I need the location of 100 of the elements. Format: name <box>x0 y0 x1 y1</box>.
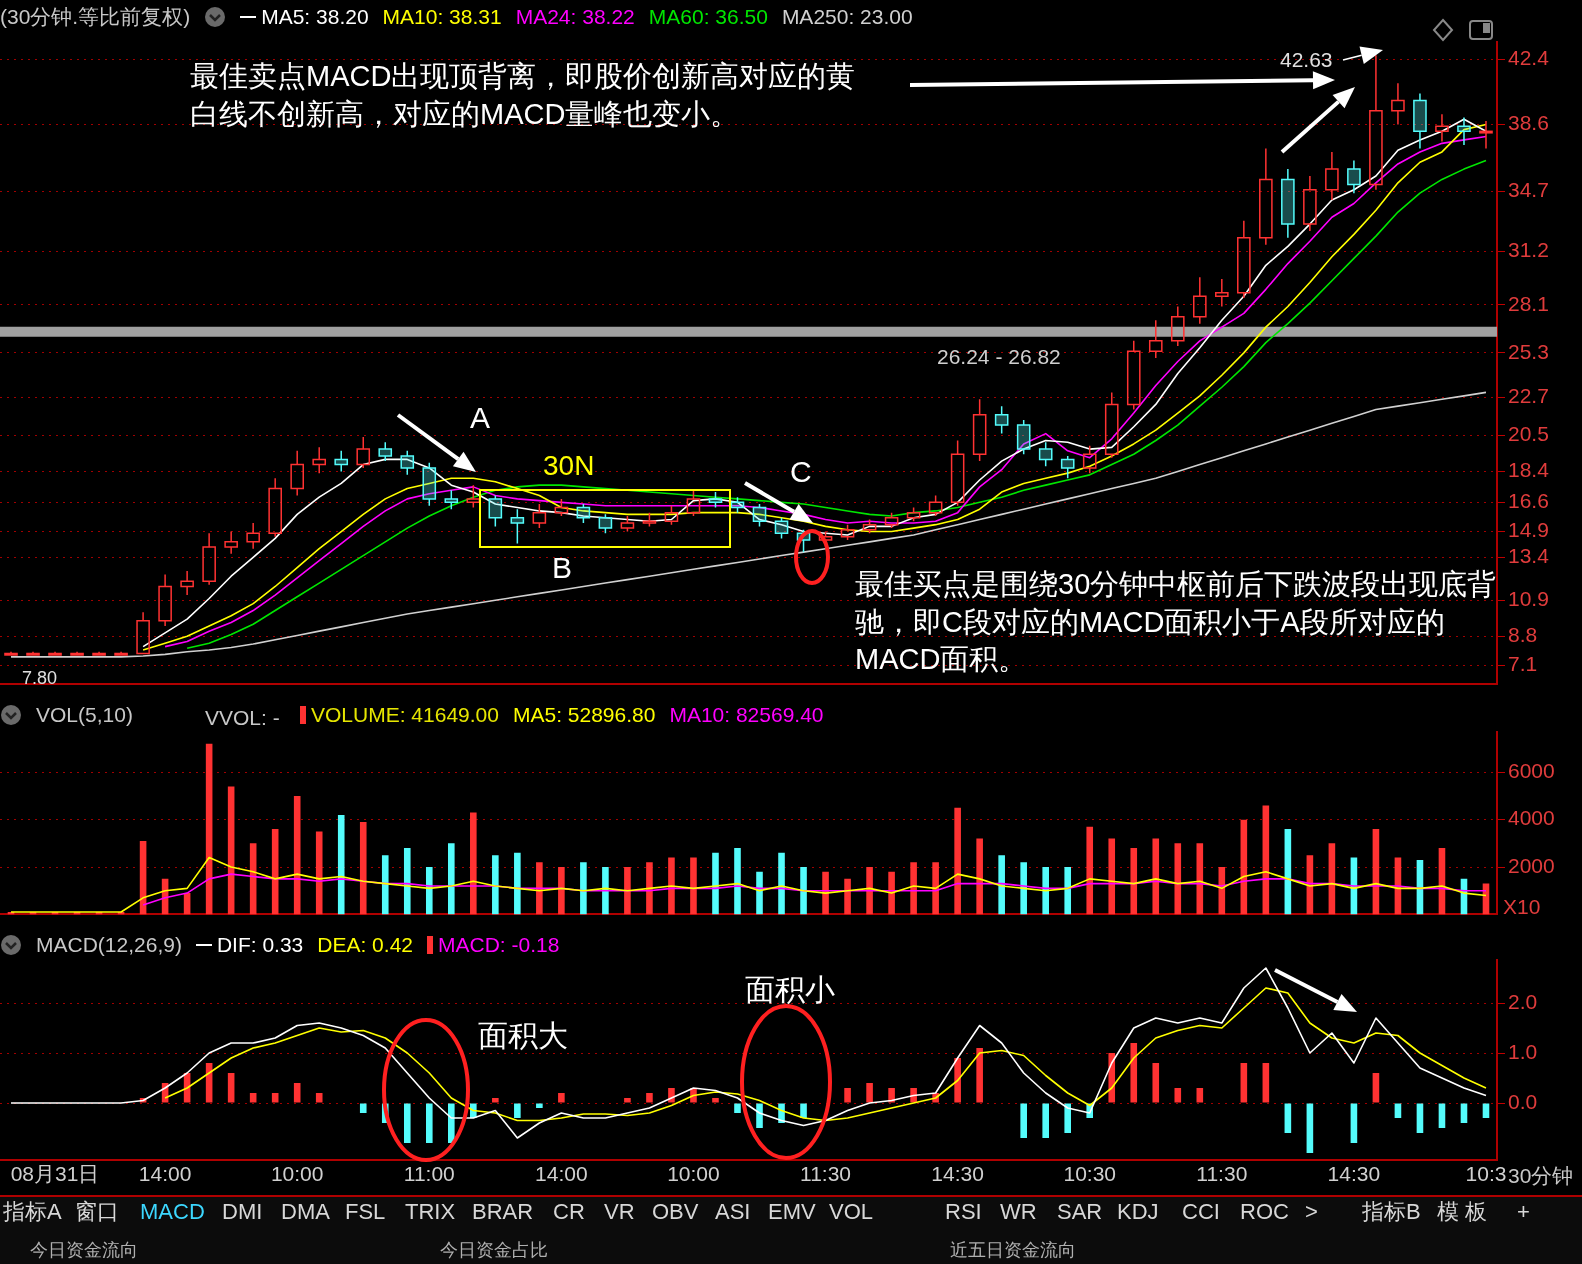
bar <box>448 843 455 915</box>
text: TRIX <box>405 1198 456 1226</box>
text: MACD <box>140 1198 205 1226</box>
bar <box>1350 1103 1358 1143</box>
x-tick-label: 11:30 <box>800 1162 852 1186</box>
bar <box>271 1093 279 1103</box>
bar <box>602 867 609 915</box>
candlestick <box>356 436 371 469</box>
candlestick <box>1170 305 1185 347</box>
text: MA60: 36.50 <box>648 5 768 29</box>
bar <box>1196 843 1204 915</box>
text: + <box>1517 1198 1530 1226</box>
bar <box>381 855 389 915</box>
bar <box>492 1098 499 1103</box>
y-tick-label: 10.9 <box>1508 587 1549 611</box>
bar <box>315 831 323 915</box>
bar <box>425 1103 433 1143</box>
bar <box>800 1103 807 1118</box>
bar <box>558 867 565 915</box>
candlestick <box>1193 276 1207 325</box>
bar <box>844 878 851 915</box>
candlestick <box>1303 175 1317 232</box>
text: MA10: 38.31 <box>382 5 502 29</box>
bar <box>1306 1103 1314 1153</box>
bar <box>866 867 873 915</box>
bar <box>1086 826 1094 915</box>
text: KDJ <box>1117 1198 1159 1226</box>
text: DEA: 0.42 <box>317 933 413 957</box>
bar <box>470 812 477 915</box>
candlestick <box>180 570 194 596</box>
text: CR <box>553 1198 585 1226</box>
y-tick-label: 14.9 <box>1508 518 1549 542</box>
text: 今日资金流向 <box>30 1239 138 1262</box>
legend-label: DIF: 0.33 <box>216 933 304 957</box>
text: 指标A <box>3 1198 62 1226</box>
text: VOL <box>829 1198 874 1226</box>
bar <box>646 1093 653 1103</box>
y-tick-label: 16.6 <box>1508 489 1549 513</box>
text: MA250: 23.00 <box>781 5 913 29</box>
bar <box>1020 862 1027 915</box>
text: SAR <box>1057 1198 1103 1226</box>
annotation: 30N <box>543 449 595 483</box>
text: X10 <box>1503 894 1541 920</box>
bar <box>734 1103 741 1113</box>
x-tick-label: 14:00 <box>535 1162 588 1186</box>
bar <box>822 871 829 915</box>
candlestick <box>1369 54 1383 191</box>
bar <box>293 795 301 915</box>
text: MA10: 82569.40 <box>669 703 824 727</box>
bar <box>756 1103 763 1128</box>
text: FSL <box>345 1198 386 1226</box>
bar <box>249 1093 257 1103</box>
annotation: 面积小 <box>745 972 835 1008</box>
bar <box>800 867 807 915</box>
x-tick-label: 14:30 <box>931 1162 984 1186</box>
bar <box>1064 1103 1072 1133</box>
text: BRAR <box>472 1198 534 1226</box>
bar <box>403 1103 411 1143</box>
text: CCI <box>1182 1198 1220 1226</box>
candlestick <box>1435 113 1449 143</box>
x-tick-label: 11:00 <box>403 1162 455 1186</box>
bar <box>734 848 741 915</box>
text: WR <box>1000 1198 1037 1226</box>
y-tick-label: 34.7 <box>1508 178 1549 202</box>
bar <box>976 1048 983 1103</box>
candlestick <box>224 530 238 555</box>
bar <box>580 862 587 915</box>
text: DMA <box>281 1198 330 1226</box>
chart-title: MACD(12,26,9) <box>36 933 182 957</box>
candlestick <box>290 450 304 497</box>
bar <box>1174 843 1182 915</box>
bar <box>844 1088 851 1103</box>
bar <box>315 1093 323 1103</box>
candlestick <box>972 398 987 462</box>
bar <box>954 807 961 915</box>
bar <box>403 848 411 915</box>
text: DMI <box>222 1198 263 1226</box>
text: 今日资金占比 <box>440 1239 548 1262</box>
chart-title: VOL(5,10) <box>36 703 133 727</box>
bar <box>558 1093 565 1103</box>
text: 窗口 <box>75 1198 119 1226</box>
bar <box>1108 838 1116 915</box>
candlestick <box>268 477 282 538</box>
bar <box>1372 1073 1380 1103</box>
text: 30分钟 <box>1508 1163 1574 1189</box>
text: MA24: 38.22 <box>515 5 635 29</box>
text: VVOL: - <box>205 705 280 731</box>
bar <box>712 852 719 915</box>
y-tick-label: 8.8 <box>1508 623 1538 647</box>
candlestick <box>202 532 216 586</box>
bar <box>536 862 543 915</box>
bar <box>359 1103 367 1113</box>
bar <box>712 1098 719 1103</box>
bar <box>778 852 785 915</box>
bar <box>1240 1063 1248 1103</box>
bar <box>976 838 983 915</box>
y-tick-label: 42.4 <box>1508 45 1550 69</box>
text: ASI <box>715 1198 751 1226</box>
candlestick <box>1325 151 1339 201</box>
y-tick-label: 20.5 <box>1508 422 1549 446</box>
